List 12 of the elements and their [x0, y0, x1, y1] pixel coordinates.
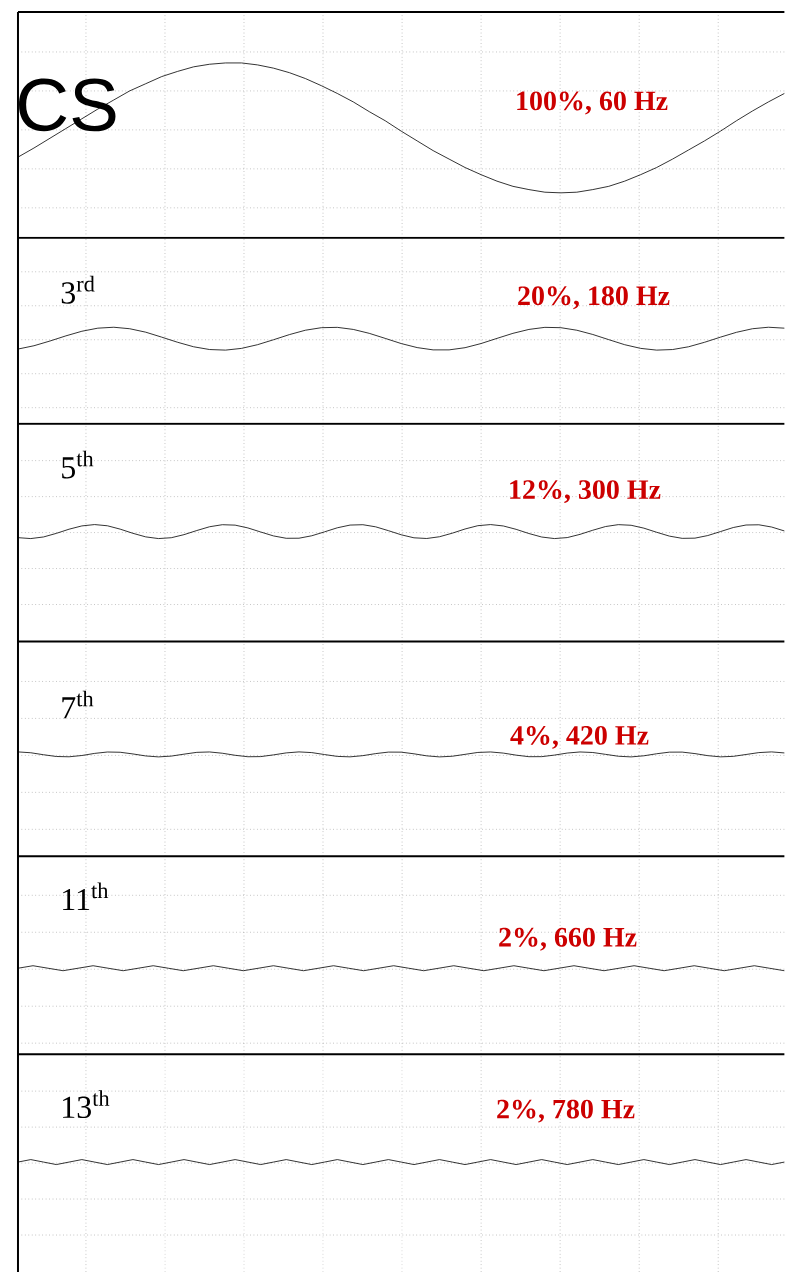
- text: 7$^{th}$: [62, 690, 94, 719]
- text: 2%, 780 Hz: [497, 1099, 635, 1123]
- text: 13$^{th}$: [62, 1090, 110, 1119]
- text: 2%, 660 Hz: [499, 927, 637, 951]
- text: 11$^{th}$: [62, 882, 108, 911]
- text: 12%, 300 Hz: [510, 480, 661, 504]
- text: 20%, 180 Hz: [517, 286, 670, 310]
- annotation: CS: [18, 78, 116, 132]
- annotation: 100%, 60 Hz: [517, 91, 668, 115]
- text: 3$^{rd}$: [61, 275, 95, 304]
- text: 5$^{th}$: [61, 450, 94, 479]
- text: 4%, 420 Hz: [510, 725, 649, 749]
